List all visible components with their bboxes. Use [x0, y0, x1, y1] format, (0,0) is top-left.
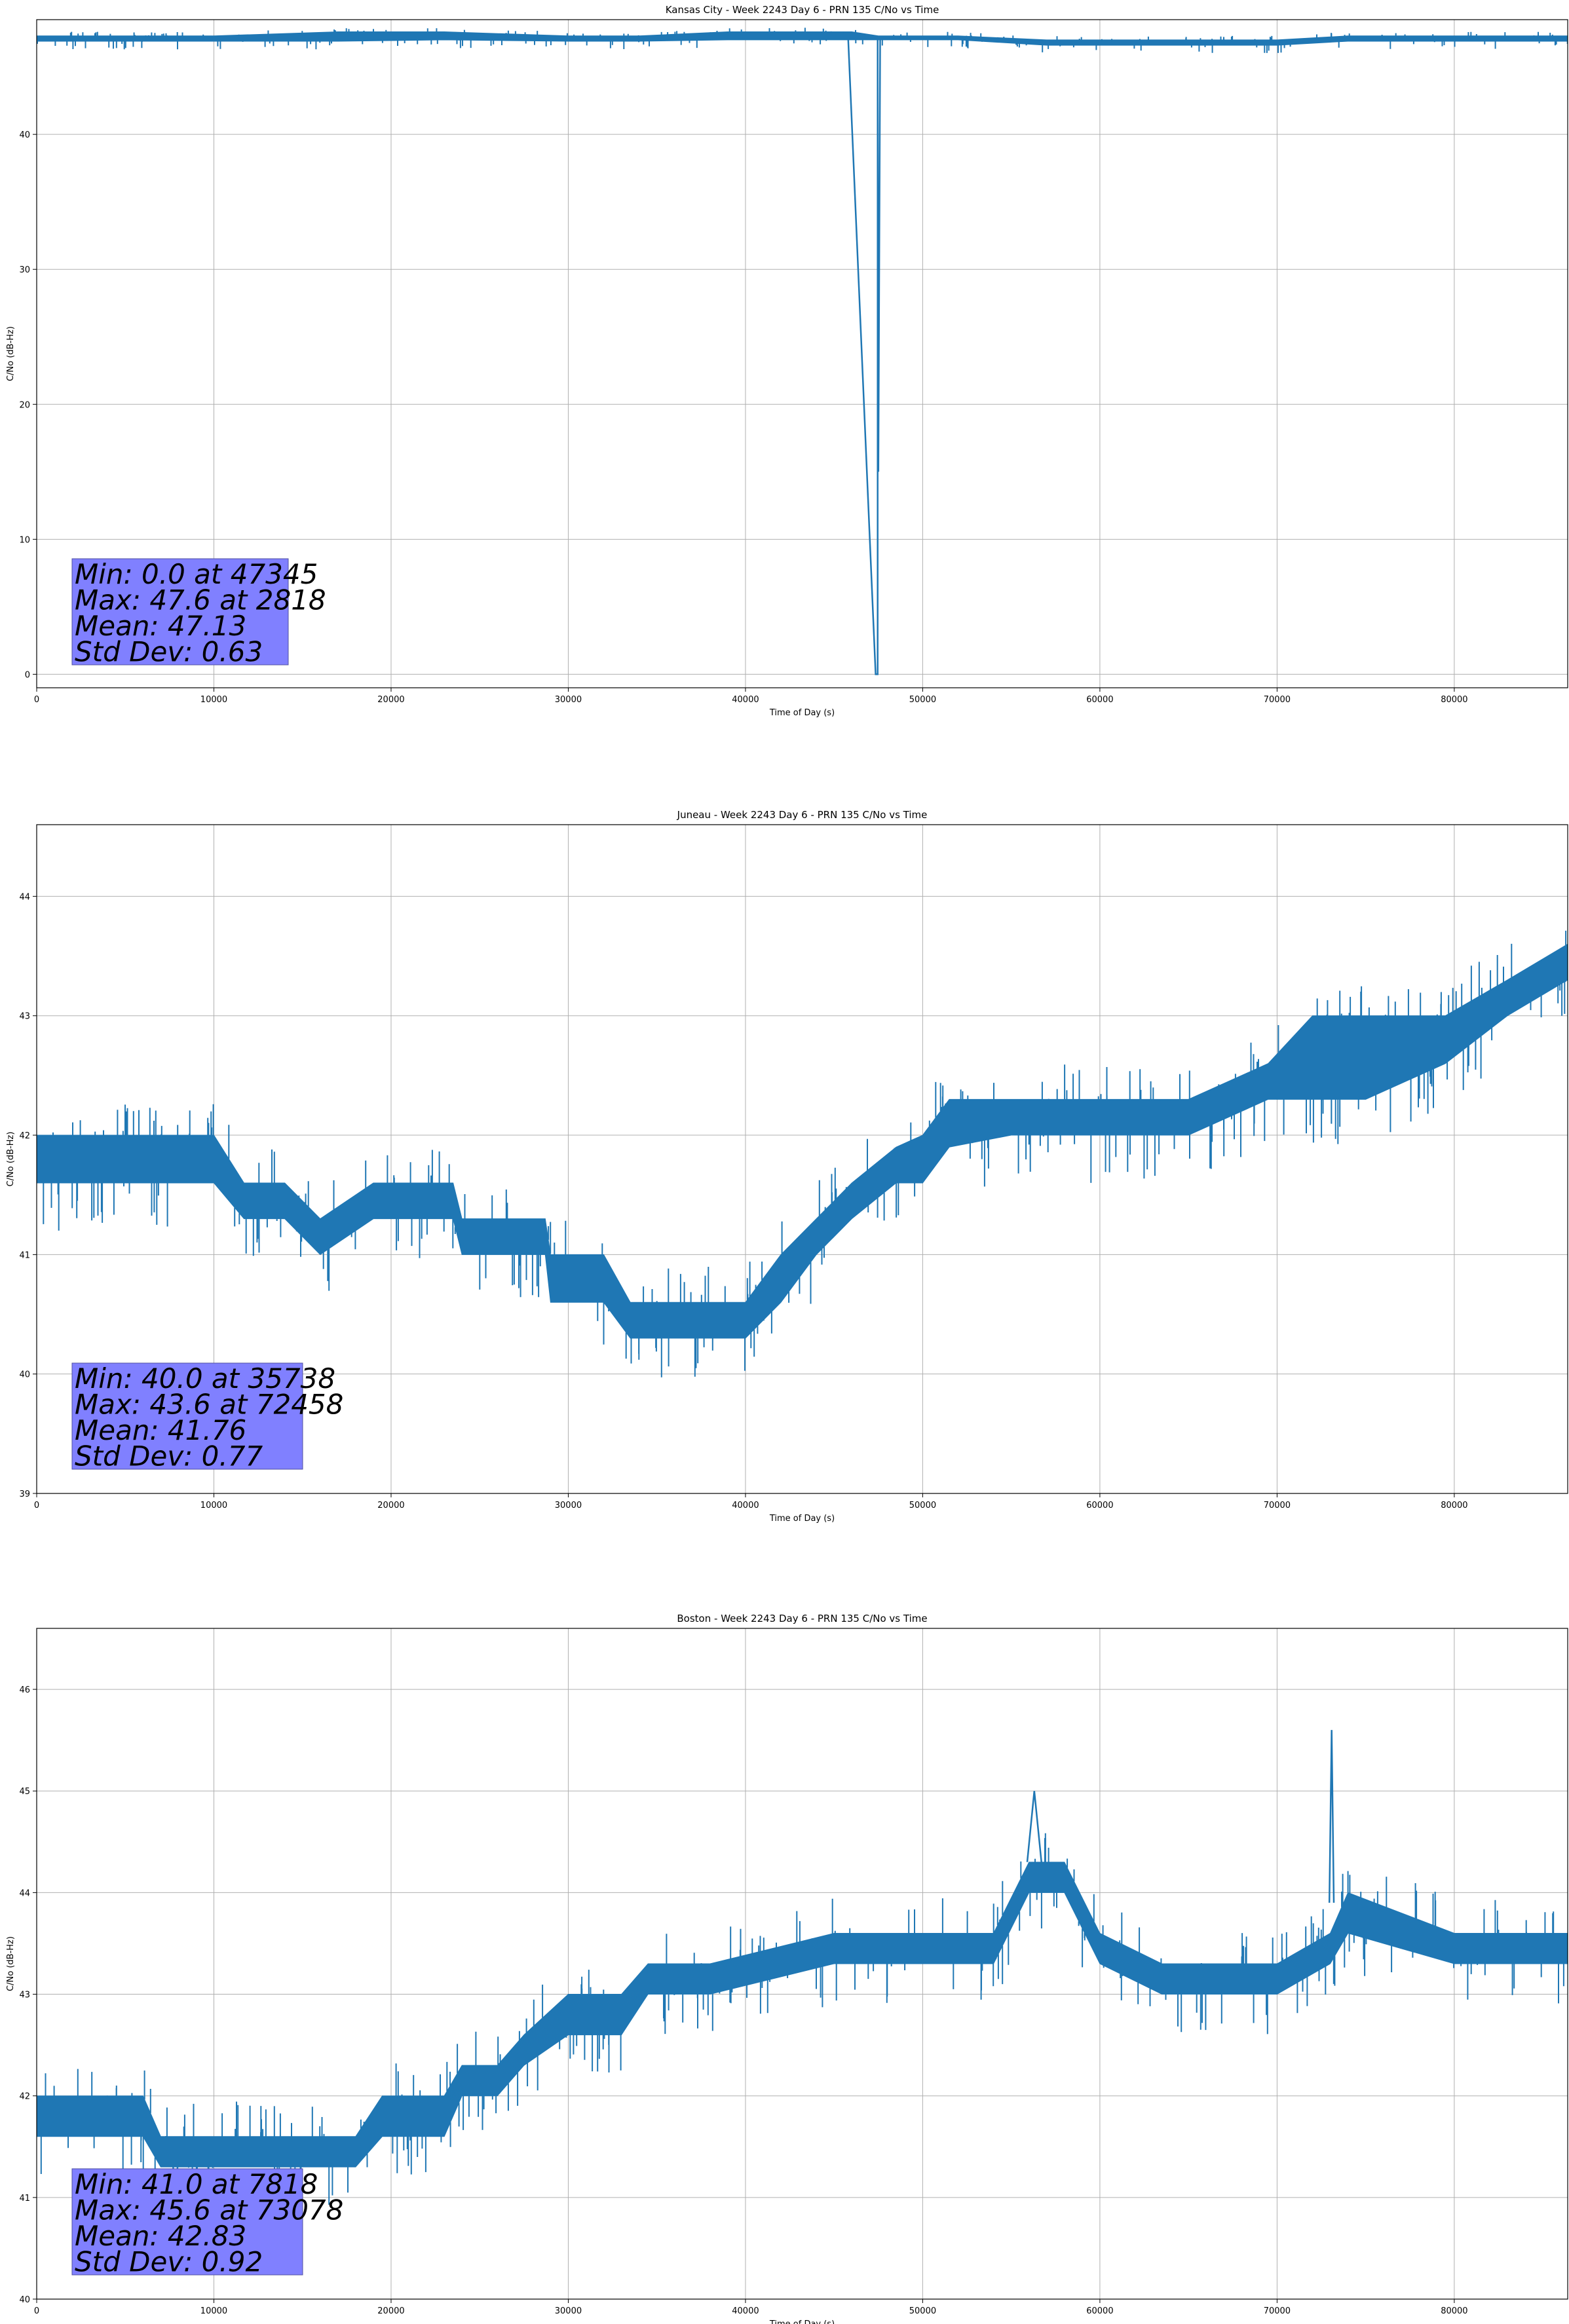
x-tick-label: 80000: [1441, 2306, 1467, 2316]
y-tick-label: 0: [25, 670, 30, 680]
y-tick-label: 42: [19, 2092, 30, 2102]
chart-title: Juneau - Week 2243 Day 6 - PRN 135 C/No …: [677, 809, 928, 821]
y-tick-label: 44: [19, 1888, 30, 1898]
stats-line: Std Dev: 0.92: [75, 2246, 263, 2278]
series-line: [1328, 1730, 1335, 1903]
series-line: [1026, 1791, 1042, 1862]
stats-line: Max: 45.6 at 73078: [75, 2194, 343, 2226]
x-tick-label: 40000: [732, 2306, 759, 2316]
x-axis-label: Time of Day (s): [769, 2319, 835, 2324]
x-tick-label: 20000: [377, 1501, 404, 1510]
x-tick-label: 0: [34, 2306, 39, 2316]
y-tick-label: 46: [19, 1685, 30, 1695]
stats-box: [71, 1362, 303, 1470]
plot-kansas-city: Kansas City - Week 2243 Day 6 - PRN 135 …: [6, 4, 1568, 718]
stats-box: [71, 2168, 303, 2276]
stats-line: Std Dev: 0.63: [75, 636, 263, 668]
x-tick-label: 10000: [200, 695, 227, 705]
y-axis-label: C/No (dB-Hz): [6, 1936, 16, 1991]
axes-frame: [36, 19, 1568, 688]
x-tick-label: 80000: [1441, 1501, 1467, 1510]
axes-frame: [36, 1628, 1568, 2300]
y-tick-label: 44: [19, 892, 30, 902]
stats-line: Min: 0.0 at 47345: [75, 558, 318, 590]
stats-box: [71, 558, 289, 665]
stats-line: Mean: 47.13: [75, 610, 246, 642]
x-tick-label: 60000: [1086, 1501, 1113, 1510]
stats-line: Mean: 41.76: [75, 1414, 246, 1446]
x-tick-label: 60000: [1086, 2306, 1113, 2316]
y-tick-label: 30: [19, 265, 30, 275]
data-layer: [37, 1730, 1568, 2206]
y-tick-label: 41: [19, 2194, 30, 2203]
x-tick-label: 40000: [732, 1501, 759, 1510]
stats-line: Mean: 42.83: [75, 2220, 246, 2252]
y-tick-label: 20: [19, 400, 30, 410]
y-tick-label: 40: [19, 130, 30, 140]
x-tick-label: 30000: [555, 695, 582, 705]
x-tick-label: 10000: [200, 1501, 227, 1510]
x-tick-label: 50000: [909, 1501, 936, 1510]
chart-title: Boston - Week 2243 Day 6 - PRN 135 C/No …: [677, 1613, 927, 1624]
stats-line: Std Dev: 0.77: [75, 1440, 263, 1472]
y-tick-label: 41: [19, 1250, 30, 1260]
series-band: [37, 943, 1568, 1339]
x-tick-label: 60000: [1086, 695, 1113, 705]
series-line: [847, 39, 881, 675]
series-spikes: [40, 1833, 1564, 2206]
x-tick-label: 0: [34, 1501, 39, 1510]
y-tick-label: 39: [19, 1490, 30, 1499]
data-layer: [37, 930, 1568, 1378]
stats-line: Min: 40.0 at 35738: [75, 1362, 335, 1395]
plot-boston: Boston - Week 2243 Day 6 - PRN 135 C/No …: [6, 1613, 1568, 2324]
plot-juneau: Juneau - Week 2243 Day 6 - PRN 135 C/No …: [6, 809, 1568, 1524]
x-tick-label: 50000: [909, 2306, 936, 2316]
x-tick-label: 70000: [1264, 1501, 1291, 1510]
x-tick-label: 20000: [377, 695, 404, 705]
x-tick-label: 30000: [555, 1501, 582, 1510]
series-band: [37, 31, 1568, 46]
x-axis-label: Time of Day (s): [769, 708, 835, 718]
y-tick-label: 10: [19, 535, 30, 545]
chart-title: Kansas City - Week 2243 Day 6 - PRN 135 …: [666, 4, 939, 16]
stats-line: Min: 41.0 at 7818: [75, 2168, 318, 2200]
x-tick-label: 20000: [377, 2306, 404, 2316]
y-tick-label: 40: [19, 1370, 30, 1380]
y-tick-label: 43: [19, 1991, 30, 2000]
series-spikes: [43, 930, 1567, 1378]
x-tick-label: 70000: [1264, 2306, 1291, 2316]
series-spikes: [37, 28, 1568, 53]
series-band: [37, 1862, 1568, 2167]
x-tick-label: 10000: [200, 2306, 227, 2316]
x-tick-label: 80000: [1441, 695, 1467, 705]
data-layer: [37, 28, 1568, 675]
x-tick-label: 40000: [732, 695, 759, 705]
y-tick-label: 42: [19, 1131, 30, 1141]
axes-frame: [36, 824, 1568, 1494]
x-tick-label: 70000: [1264, 695, 1291, 705]
stats-line: Max: 47.6 at 2818: [75, 584, 326, 616]
y-tick-label: 40: [19, 2295, 30, 2305]
y-tick-label: 43: [19, 1012, 30, 1022]
stats-line: Max: 43.6 at 72458: [75, 1389, 343, 1421]
y-tick-label: 45: [19, 1787, 30, 1797]
x-tick-label: 0: [34, 695, 39, 705]
x-tick-label: 50000: [909, 695, 936, 705]
x-axis-label: Time of Day (s): [769, 1514, 835, 1524]
x-tick-label: 30000: [555, 2306, 582, 2316]
y-axis-label: C/No (dB-Hz): [6, 326, 16, 381]
y-axis-label: C/No (dB-Hz): [6, 1132, 16, 1187]
